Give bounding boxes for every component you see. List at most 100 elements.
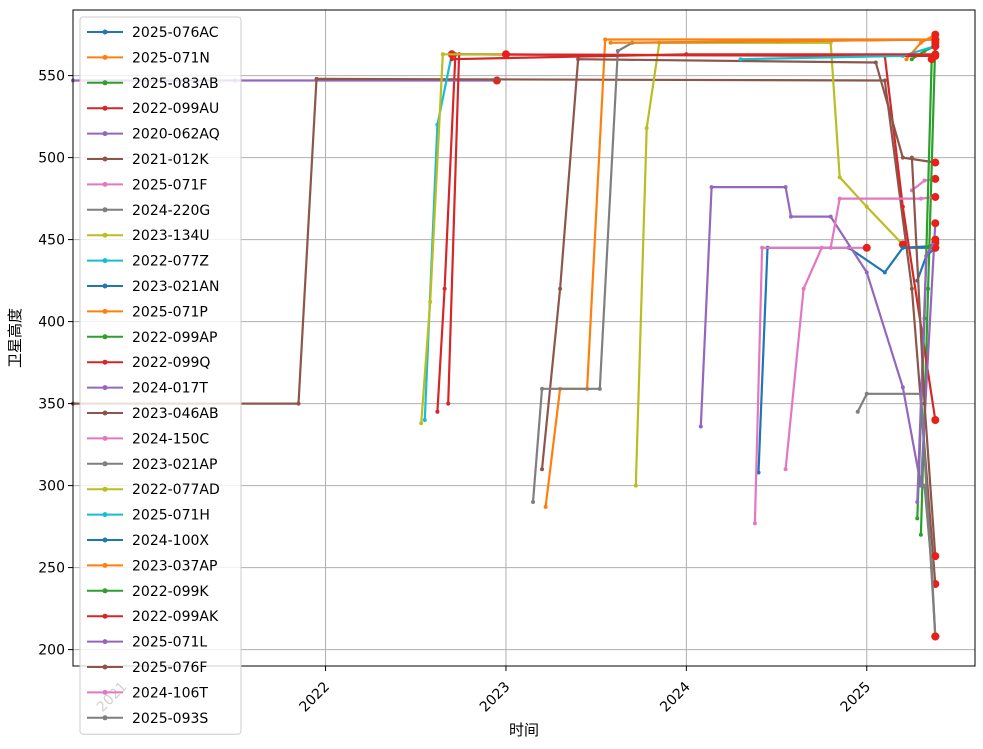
data-point: [918, 532, 923, 537]
legend-item: 2024-100X: [87, 533, 209, 549]
data-point: [801, 286, 806, 291]
legend-item: 2025-083AB: [87, 76, 219, 92]
data-point: [576, 57, 581, 62]
end-marker: [931, 416, 940, 424]
end-marker: [862, 243, 871, 252]
legend-label: 2023-021AN: [132, 279, 219, 295]
data-point: [828, 214, 833, 219]
data-point: [918, 196, 923, 201]
legend-swatch-marker: [102, 80, 108, 86]
data-point: [752, 521, 757, 526]
legend-swatch-marker: [102, 486, 108, 492]
legend: 2025-076AC 2025-071N 2025-083AB 2022-099AU 2…: [79, 16, 242, 735]
data-point: [644, 126, 649, 131]
data-point: [915, 500, 920, 504]
legend-swatch-marker: [102, 308, 108, 314]
legend-label: 2023-046AB: [132, 406, 219, 422]
legend-swatch-marker: [102, 689, 108, 695]
legend-label: 2024-150C: [132, 431, 209, 447]
legend-item: 2025-071P: [87, 304, 208, 320]
legend-item: 2023-021AP: [87, 457, 217, 473]
legend-label: 2022-099AU: [132, 101, 219, 117]
legend-item: 2024-017T: [87, 381, 208, 397]
legend-label: 2025-083AB: [132, 76, 219, 92]
legend-label: 2025-071P: [132, 304, 208, 320]
legend-swatch-marker: [102, 385, 108, 391]
legend-label: 2023-134U: [132, 228, 210, 244]
legend-item: 2025-071N: [87, 50, 210, 66]
data-point: [900, 385, 905, 390]
end-marker: [931, 552, 940, 561]
legend-swatch-marker: [102, 664, 108, 670]
data-point: [442, 286, 447, 291]
data-point: [882, 270, 887, 275]
legend-item: 2022-077Z: [87, 254, 209, 270]
end-marker: [931, 174, 940, 183]
y-tick-label: 350: [38, 397, 65, 413]
y-tick-label: 300: [38, 479, 65, 495]
legend-item: 2020-062AQ: [87, 127, 220, 143]
legend-label: 2025-093S: [132, 711, 208, 727]
series-2023-037AP: [608, 35, 940, 45]
data-point: [531, 500, 536, 504]
series-2023-046AB: [540, 57, 940, 472]
series-2025-093S: [922, 483, 940, 641]
legend-swatch-marker: [102, 613, 108, 619]
data-point: [900, 204, 905, 209]
data-point: [922, 401, 927, 406]
data-point: [929, 565, 934, 570]
legend-label: 2025-076AC: [132, 25, 219, 41]
legend-item: 2025-071F: [87, 177, 207, 193]
data-point: [864, 270, 869, 275]
legend-label: 2025-071N: [132, 50, 210, 66]
legend-item: 2025-071L: [87, 635, 207, 651]
series-2024-106T: [783, 243, 871, 472]
y-tick-label: 400: [38, 315, 65, 331]
legend-label: 2021-012K: [132, 152, 209, 168]
end-marker: [931, 219, 940, 228]
legend-swatch-marker: [102, 435, 108, 441]
data-point: [864, 204, 869, 209]
y-tick-label: 200: [38, 643, 65, 659]
legend-box: [79, 16, 242, 735]
data-point: [922, 178, 927, 183]
series-2025-071L: [915, 235, 940, 504]
data-point: [633, 483, 638, 488]
data-point: [435, 409, 440, 414]
y-tick-label: 550: [38, 69, 65, 85]
series-line: [784, 246, 868, 471]
data-point: [918, 40, 923, 45]
end-marker: [931, 632, 940, 641]
legend-item: 2025-071H: [87, 508, 210, 524]
legend-swatch-marker: [102, 131, 108, 137]
data-point: [855, 409, 860, 414]
data-point: [918, 483, 923, 488]
legend-label: 2025-071F: [132, 177, 207, 193]
legend-swatch-marker: [102, 181, 108, 187]
data-point: [709, 185, 714, 190]
data-point: [314, 76, 319, 81]
legend-swatch-marker: [102, 512, 108, 518]
series-line: [420, 53, 508, 425]
end-marker: [898, 240, 907, 249]
legend-swatch-marker: [102, 461, 108, 467]
data-point: [608, 40, 613, 45]
legend-swatch-marker: [102, 283, 108, 289]
legend-label: 2023-021AP: [132, 457, 217, 473]
data-point: [904, 57, 909, 62]
legend-swatch-marker: [102, 232, 108, 238]
legend-item: 2024-150C: [87, 431, 209, 447]
data-point: [449, 57, 454, 62]
legend-swatch-marker: [102, 639, 108, 645]
legend-label: 2023-037AP: [132, 558, 217, 574]
data-point: [540, 386, 545, 391]
data-point: [760, 245, 765, 250]
end-marker: [931, 50, 940, 59]
data-point: [774, 39, 779, 44]
series-line: [753, 195, 937, 525]
series-2022-077AD: [419, 50, 510, 426]
data-point: [543, 504, 548, 509]
end-marker: [931, 158, 940, 167]
legend-swatch-marker: [102, 588, 108, 594]
legend-item: 2023-134U: [87, 228, 210, 244]
